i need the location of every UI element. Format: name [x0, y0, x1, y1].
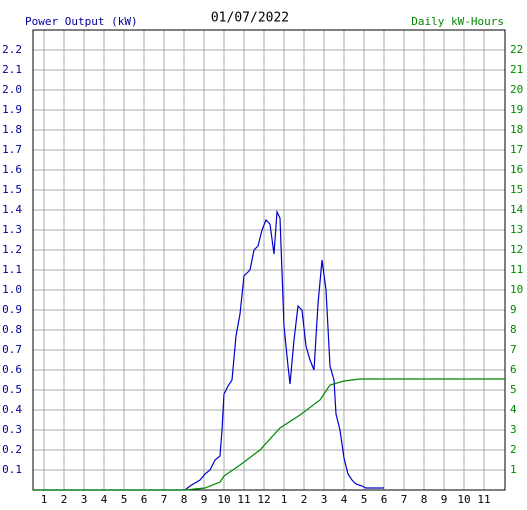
- y-tick-label: 0.1: [2, 463, 22, 476]
- x-tick-label: 7: [161, 493, 168, 506]
- y2-tick-label: 22: [510, 43, 523, 56]
- y-tick-label: 1.7: [2, 143, 22, 156]
- x-tick-label: 1: [41, 493, 48, 506]
- y2-tick-label: 15: [510, 183, 523, 196]
- y-tick-label: 0.7: [2, 343, 22, 356]
- y-tick-label: 1.8: [2, 123, 22, 136]
- y2-tick-label: 13: [510, 223, 523, 236]
- y-tick-label: 1.4: [2, 203, 22, 216]
- x-tick-label: 2: [61, 493, 68, 506]
- plot-frame: [32, 29, 506, 491]
- y-tick-label: 0.8: [2, 323, 22, 336]
- x-tick-label: 9: [441, 493, 448, 506]
- x-tick-label: 4: [101, 493, 108, 506]
- y-tick-label: 2.1: [2, 63, 22, 76]
- y-tick-label: 2.0: [2, 83, 22, 96]
- y2-tick-label: 7: [510, 343, 517, 356]
- y2-tick-label: 9: [510, 303, 517, 316]
- y-tick-label: 2.2: [2, 43, 22, 56]
- y-tick-label: 0.6: [2, 363, 22, 376]
- x-tick-label: 1: [281, 493, 288, 506]
- x-tick-label: 7: [401, 493, 408, 506]
- x-tick-label: 6: [381, 493, 388, 506]
- x-tick-label: 5: [361, 493, 368, 506]
- data-line: [33, 378, 505, 491]
- x-tick-label: 8: [181, 493, 188, 506]
- y-tick-label: 1.5: [2, 183, 22, 196]
- y2-tick-label: 18: [510, 123, 523, 136]
- y2-tick-label: 1: [510, 463, 517, 476]
- y-tick-label: 1.3: [2, 223, 22, 236]
- x-tick-label: 5: [121, 493, 128, 506]
- x-tick-label: 3: [81, 493, 88, 506]
- x-tick-label: 10: [217, 493, 230, 506]
- y2-tick-label: 10: [510, 283, 523, 296]
- x-tick-label: 9: [201, 493, 208, 506]
- x-tick-label: 11: [237, 493, 250, 506]
- y2-tick-label: 3: [510, 423, 517, 436]
- y-tick-label: 0.5: [2, 383, 22, 396]
- y-tick-label: 1.0: [2, 283, 22, 296]
- data-line: [33, 209, 384, 491]
- x-tick-label: 10: [457, 493, 470, 506]
- y2-tick-label: 14: [510, 203, 524, 216]
- x-tick-label: 11: [477, 493, 490, 506]
- y-tick-label: 0.4: [2, 403, 22, 416]
- y2-tick-label: 19: [510, 103, 523, 116]
- chart-title: 01/07/2022: [211, 11, 289, 26]
- y-tick-label: 0.9: [2, 303, 22, 316]
- x-tick-label: 2: [301, 493, 308, 506]
- x-tick-label: 3: [321, 493, 328, 506]
- y2-axis-label: Daily kW-Hours: [411, 15, 504, 28]
- y-tick-label: 0.3: [2, 423, 22, 436]
- y2-tick-label: 17: [510, 143, 523, 156]
- x-tick-label: 12: [257, 493, 270, 506]
- y2-tick-label: 5: [510, 383, 517, 396]
- y-tick-label: 1.6: [2, 163, 22, 176]
- y2-tick-label: 4: [510, 403, 517, 416]
- y2-tick-label: 16: [510, 163, 523, 176]
- y-tick-label: 1.1: [2, 263, 22, 276]
- x-tick-label: 6: [141, 493, 148, 506]
- y-axis-label: Power Output (kW): [25, 15, 138, 28]
- y-tick-label: 1.9: [2, 103, 22, 116]
- y2-tick-label: 12: [510, 243, 523, 256]
- y2-tick-label: 8: [510, 323, 517, 336]
- y2-tick-label: 11: [510, 263, 523, 276]
- y-tick-label: 0.2: [2, 443, 22, 456]
- x-tick-label: 8: [421, 493, 428, 506]
- y2-tick-label: 2: [510, 443, 517, 456]
- y2-tick-label: 21: [510, 63, 523, 76]
- y2-tick-label: 6: [510, 363, 517, 376]
- y2-tick-label: 20: [510, 83, 523, 96]
- y-tick-label: 1.2: [2, 243, 22, 256]
- x-tick-label: 4: [341, 493, 348, 506]
